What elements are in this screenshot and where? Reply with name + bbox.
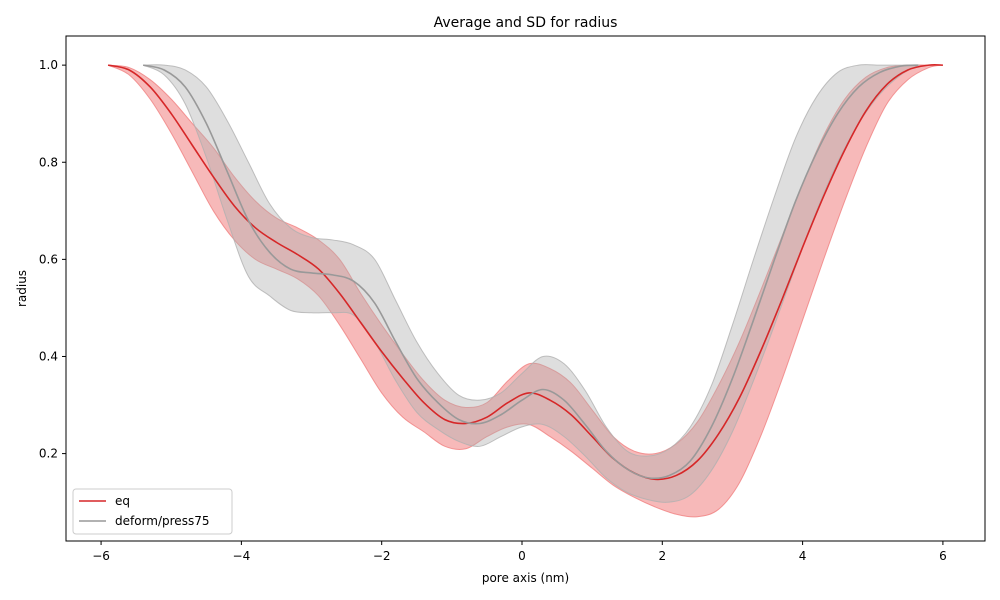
- y-tick-label: 0.8: [39, 155, 58, 169]
- y-axis-label: radius: [15, 270, 29, 307]
- y-tick-label: 0.6: [39, 252, 58, 266]
- x-tick-label: 2: [658, 549, 666, 563]
- x-tick-label: −6: [92, 549, 110, 563]
- x-tick-label: −4: [233, 549, 251, 563]
- y-tick-label: 0.2: [39, 447, 58, 461]
- legend-label-1: deform/press75: [115, 514, 209, 528]
- x-tick-label: 0: [518, 549, 526, 563]
- y-tick-label: 1.0: [39, 58, 58, 72]
- sd-bands: [107, 64, 943, 518]
- x-axis-label: pore axis (nm): [482, 571, 569, 585]
- legend-label-0: eq: [115, 494, 130, 508]
- mean-lines: [107, 63, 943, 481]
- series-line-1: [142, 64, 919, 480]
- x-tick-label: −2: [373, 549, 391, 563]
- axes: −6 −4 −2 0 2 4 6 0.2 0.4 0.6 0.8 1.0: [39, 35, 986, 563]
- plot-frame: [65, 35, 986, 542]
- x-tick-label: 4: [799, 549, 807, 563]
- chart-title: Average and SD for radius: [434, 15, 618, 31]
- y-tick-label: 0.4: [39, 349, 58, 363]
- legend-box: [72, 488, 233, 535]
- x-tick-label: 6: [939, 549, 947, 563]
- legend: eq deform/press75: [72, 488, 233, 535]
